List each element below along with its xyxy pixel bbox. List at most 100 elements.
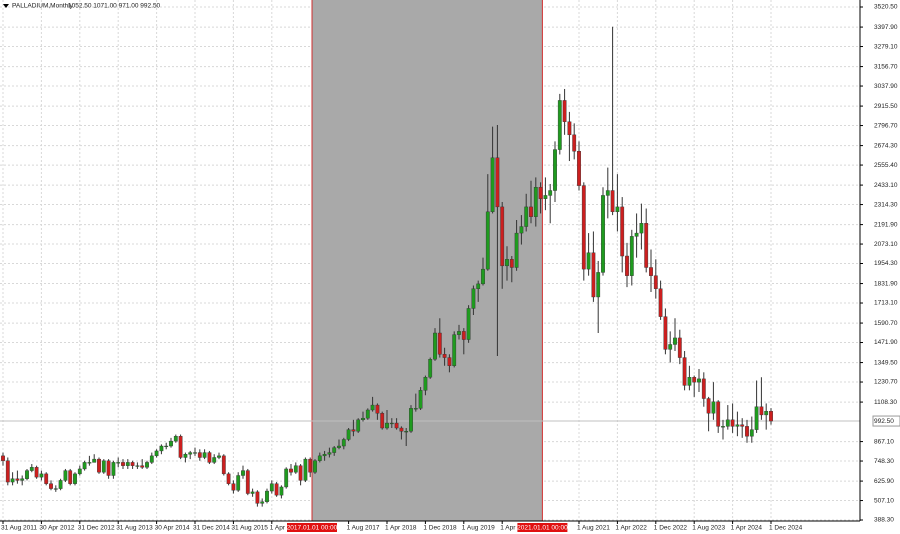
candle-up <box>101 460 106 473</box>
candle-down <box>178 435 183 458</box>
candle-up <box>533 187 538 217</box>
candle-down <box>620 206 625 257</box>
candle-up <box>193 452 197 454</box>
y-tick-label: 2555.40 <box>874 162 898 169</box>
y-tick-label: 2191.90 <box>874 221 898 228</box>
candle-down <box>538 187 543 199</box>
candle-up <box>485 211 490 270</box>
candle-down <box>653 275 658 289</box>
candle-up <box>217 455 221 458</box>
candle-up <box>149 455 154 463</box>
candle-up <box>63 470 68 481</box>
candle-up <box>476 283 481 289</box>
y-tick-label: 2314.30 <box>874 201 898 208</box>
candle-down <box>730 419 735 427</box>
y-tick-label: 1713.10 <box>874 300 898 307</box>
candle-down <box>1 455 5 461</box>
candle-up <box>269 483 274 492</box>
candle-up <box>673 337 677 345</box>
candle-up <box>125 462 130 466</box>
candle-up <box>365 409 370 419</box>
last-price-box <box>872 415 900 427</box>
candle-up <box>519 226 524 234</box>
candle-up <box>687 377 692 386</box>
candle-up <box>183 454 188 458</box>
candle-up <box>481 268 485 285</box>
candle-down <box>298 465 303 481</box>
candle-down <box>677 337 682 358</box>
candle-up <box>764 411 769 416</box>
candle-up <box>596 272 601 298</box>
candle-down <box>34 467 39 478</box>
y-tick-label: 1471.90 <box>874 339 898 346</box>
candle-up <box>514 232 519 268</box>
candle-down <box>394 422 399 429</box>
candle-down <box>221 455 226 475</box>
candle-down <box>577 151 581 186</box>
x-tick-label: 1 Dec 2018 <box>423 525 457 532</box>
candle-up <box>543 195 548 199</box>
candle-down <box>625 255 629 276</box>
y-tick-label: 2433.10 <box>874 182 898 189</box>
labels: 3520.50 3397.90 3279.10 3156.70 3037.90 2915.… <box>1 4 900 532</box>
y-tick-label: 1230.70 <box>874 379 898 386</box>
candle-down <box>106 460 111 476</box>
y-tick-label: 3397.90 <box>874 24 898 31</box>
candle-up <box>749 429 754 437</box>
y-tick-label: 3037.90 <box>874 83 898 90</box>
candle-up <box>634 232 639 237</box>
candle-down <box>567 121 572 136</box>
candle-up <box>10 478 15 483</box>
candle-up <box>524 206 529 227</box>
candle-down <box>245 470 250 494</box>
candle-down <box>255 491 260 504</box>
candle-down <box>769 411 773 422</box>
candle-down <box>207 452 212 463</box>
candle-up <box>639 223 644 234</box>
x-tick-label: 1 Apr 2020 <box>500 525 532 532</box>
candle-up <box>303 458 308 481</box>
candle-up <box>389 422 394 425</box>
candle-down <box>759 406 764 416</box>
y-tick-label: 748.30 <box>874 458 894 465</box>
candle-up <box>423 377 428 391</box>
candle-up <box>452 334 457 366</box>
x-tick-label: 1 Aug 2023 <box>692 525 725 532</box>
menu-arrow[interactable] <box>3 4 9 8</box>
candle-up <box>322 454 327 457</box>
x-tick-label: 1 Apr 2016 <box>270 525 302 532</box>
x-tick-label: 30 Apr 2014 <box>155 525 190 532</box>
last-price-label: 992.50 <box>874 418 894 425</box>
highlight-label-box <box>517 523 568 532</box>
candle-up <box>409 408 413 432</box>
x-tick-label: 1 Dec 2024 <box>769 525 803 532</box>
candle-up <box>615 206 620 213</box>
candle-down <box>49 483 53 489</box>
candle-up <box>404 431 409 433</box>
candle-up <box>241 470 245 476</box>
candle-up <box>629 236 634 276</box>
candle-up <box>212 457 217 463</box>
candle-down <box>140 465 145 468</box>
candle-down <box>716 401 721 427</box>
candle-up <box>601 195 605 273</box>
candle-up <box>53 488 58 490</box>
candle-down <box>15 478 20 481</box>
candle-down <box>610 190 615 213</box>
candle-up <box>236 475 241 491</box>
candle-up <box>135 465 140 467</box>
y-tick-label: 2915.50 <box>874 103 898 110</box>
candle-down <box>289 468 293 473</box>
candle-up <box>313 460 317 473</box>
candle-up <box>260 501 265 504</box>
candle-down <box>740 424 745 427</box>
candle-up <box>557 100 562 150</box>
candle-up <box>337 445 341 448</box>
candle-up <box>490 157 495 213</box>
candle-down <box>380 413 385 429</box>
candle-up <box>697 378 701 383</box>
y-tick-label: 2674.30 <box>874 142 898 149</box>
candle-down <box>44 473 49 484</box>
candle-down <box>97 458 101 473</box>
